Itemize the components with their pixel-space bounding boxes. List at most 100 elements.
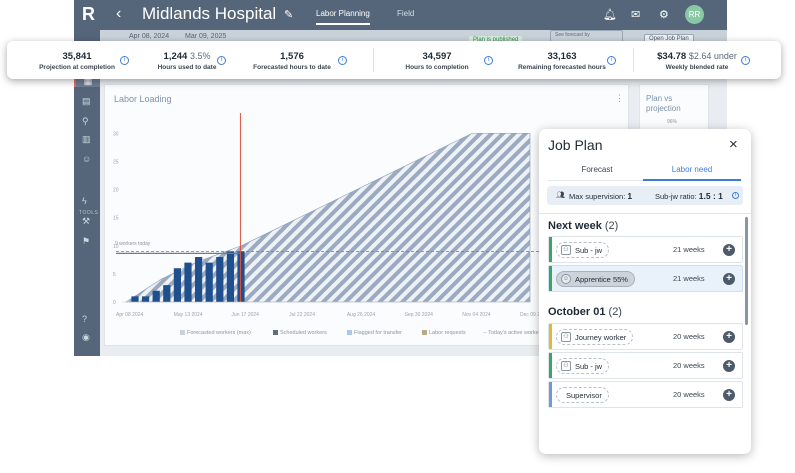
mail-icon[interactable]: ✉ <box>631 9 641 21</box>
tools-label: TOOLS <box>79 210 99 216</box>
x-tick-label: Jul 22 2024 <box>289 312 315 318</box>
tab-labor-need[interactable]: Labor need <box>671 165 713 174</box>
scheduled-bar <box>173 268 181 302</box>
info-icon[interactable]: i <box>484 56 493 65</box>
close-icon[interactable]: × <box>729 136 738 153</box>
divider <box>539 213 751 214</box>
scheduled-bar <box>226 251 234 302</box>
color-bar <box>549 382 552 407</box>
section-next-week: Next week (2) <box>548 220 619 232</box>
help-icon[interactable]: ? <box>82 314 88 324</box>
divider <box>373 48 374 72</box>
project-title: Midlands Hospital <box>142 4 277 23</box>
wrench-icon[interactable]: ⚒ <box>82 216 91 226</box>
duration: 20 weeks <box>673 332 705 341</box>
add-icon[interactable]: + <box>723 360 735 372</box>
gear-icon[interactable]: ⚙ <box>659 9 669 21</box>
role-pill[interactable]: ⚇ Sub - jw <box>556 358 610 374</box>
list-item[interactable]: ⚇ Sub - jw 21 weeks + <box>548 236 743 263</box>
add-icon[interactable]: + <box>723 273 735 285</box>
panel-title: Labor Loading <box>114 94 172 104</box>
list-item[interactable]: ⚇ Sub - jw 20 weeks + <box>548 352 743 379</box>
scrollbar[interactable] <box>745 217 748 325</box>
list-item[interactable]: ☺ Apprentice 55% 21 weeks + <box>548 265 743 292</box>
add-icon[interactable]: + <box>723 244 735 256</box>
x-tick-label: Sep 30 2024 <box>405 312 434 318</box>
divider <box>633 48 634 72</box>
kpi-label: Weekly blended rate <box>665 64 729 71</box>
add-icon[interactable]: + <box>723 331 735 343</box>
info-icon[interactable]: i <box>120 56 129 65</box>
info-icon[interactable]: i <box>732 192 739 199</box>
people-icon[interactable]: ☺ <box>82 154 92 164</box>
building-icon[interactable]: ▥ <box>82 134 91 144</box>
kpi-value: $34.78 $2.64 under <box>657 51 737 62</box>
duration: 21 weeks <box>673 274 705 283</box>
legend-scheduled: Scheduled workers <box>273 330 327 336</box>
x-tick-label: Nov 04 2024 <box>462 312 491 318</box>
app-logo: R <box>82 4 95 24</box>
sidebar-item-calendar[interactable]: ▤ <box>82 96 91 106</box>
kpi-label: Hours to completion <box>405 64 469 71</box>
tab-field[interactable]: Field <box>397 9 415 18</box>
x-tick-label: Apr 08 2024 <box>116 312 143 318</box>
max-supervision: Max supervision: 1 <box>569 191 633 201</box>
legend-flagged: Flagged for transfer <box>347 330 402 336</box>
y-tick-label: 25 <box>113 159 119 165</box>
edit-pencil-icon[interactable]: ✎ <box>284 9 294 21</box>
kpi-blended-rate: $34.78 $2.64 under Weekly blended rate <box>642 41 752 79</box>
person-icon: ⚇ <box>561 245 571 255</box>
more-menu-icon[interactable]: ⋮ <box>615 93 624 103</box>
see-forecast-label: See forecast by <box>555 32 590 38</box>
role-pill[interactable]: ☺ Apprentice 55% <box>556 271 635 287</box>
list-item[interactable]: Supervisor 20 weeks + <box>548 381 743 408</box>
start-date[interactable]: Apr 08, 2024 <box>129 33 170 40</box>
x-tick-label: Aug 26 2024 <box>347 312 376 318</box>
job-plan-card: Job Plan × Forecast Labor need 👥︎ Max su… <box>539 129 751 454</box>
scheduled-bar <box>184 262 192 302</box>
today-workers-label: 9 workers today <box>115 241 151 247</box>
bell-icon[interactable]: 🔔︎ <box>603 9 617 21</box>
color-bar <box>549 353 552 378</box>
kpi-hours-to-completion: 34,597 Hours to completion <box>387 41 487 79</box>
y-tick-label: 0 <box>113 300 116 306</box>
back-chevron-icon[interactable]: ‹ <box>116 5 122 22</box>
end-date[interactable]: Mar 09, 2025 <box>185 33 227 40</box>
lightning-icon[interactable]: ϟ <box>82 196 87 206</box>
kpi-label: Forecasted hours to date <box>253 64 331 71</box>
info-icon[interactable]: i <box>607 56 616 65</box>
info-icon[interactable]: i <box>338 56 347 65</box>
kpi-bar: 35,841 Projection at completion i 1,244 … <box>7 41 781 79</box>
info-icon[interactable]: i <box>217 56 226 65</box>
role-pill[interactable]: Supervisor <box>556 387 609 403</box>
people-icon: 👥︎ <box>556 192 565 199</box>
scheduled-bar <box>163 285 171 302</box>
sidebar-item-gantt[interactable]: ▦ <box>74 76 100 87</box>
settings-icon[interactable]: ◉ <box>82 332 90 342</box>
duration: 21 weeks <box>673 245 705 254</box>
location-pin-icon[interactable]: ⚲ <box>82 116 89 126</box>
kpi-label: Remaining forecasted hours <box>518 64 606 71</box>
kpi-value: 1,244 3.5% <box>163 51 211 62</box>
section-october-01: October 01 (2) <box>548 306 622 318</box>
kpi-value: 34,597 <box>422 51 452 62</box>
tab-labor-planning[interactable]: Labor Planning <box>316 9 370 25</box>
tab-forecast[interactable]: Forecast <box>581 165 613 174</box>
kpi-value: 35,841 <box>62 51 92 62</box>
scheduled-bar <box>131 296 139 302</box>
add-icon[interactable]: + <box>723 389 735 401</box>
info-icon[interactable]: i <box>741 56 750 65</box>
avatar[interactable]: RR <box>685 5 704 24</box>
scheduled-bar <box>237 251 245 302</box>
supervision-banner: 👥︎ Max supervision: 1 Sub-jw ratio: 1.5 … <box>547 186 743 205</box>
kpi-projection: 35,841 Projection at completion <box>17 41 137 79</box>
flag-icon[interactable]: ⚑ <box>82 236 91 246</box>
role-pill[interactable]: ⚇ Journey worker <box>556 329 634 345</box>
role-pill[interactable]: ⚇ Sub - jw <box>556 242 610 258</box>
kpi-value: 1,576 <box>280 51 304 62</box>
legend-forecast: Forecasted workers (max) <box>180 330 251 336</box>
kpi-label: Projection at completion <box>39 64 115 71</box>
legend-labor-requests: Labor requests <box>422 330 466 336</box>
kpi-forecasted-hours: 1,576 Forecasted hours to date <box>242 41 342 79</box>
list-item[interactable]: ⚇ Journey worker 20 weeks + <box>548 323 743 350</box>
